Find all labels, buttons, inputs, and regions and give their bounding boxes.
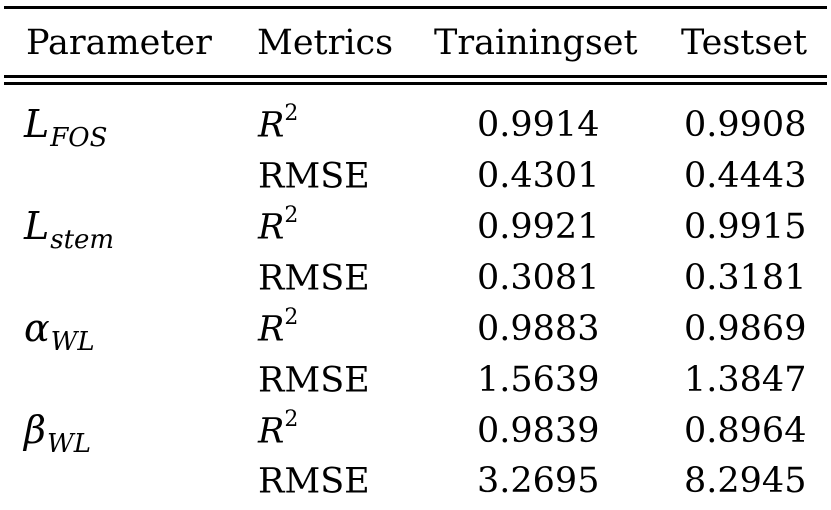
table-row: LFOS R2 0.9914 0.9908 (0, 103, 831, 154)
trainingset-value: 1.5639 (477, 360, 600, 400)
trainingset-value: 0.9883 (477, 309, 600, 349)
metric-symbol: R (258, 411, 285, 452)
trainingset-value: 0.3081 (477, 258, 600, 298)
parameter-cell (24, 156, 25, 194)
parameter-subscript: WL (46, 429, 91, 459)
parameter-cell (24, 258, 25, 296)
metric-symbol: R (258, 105, 285, 146)
table-row: RMSE 1.5639 1.3847 (0, 358, 831, 409)
parameter-symbol: β (24, 408, 46, 452)
parameter-subscript: WL (50, 327, 95, 357)
parameter-symbol: L (24, 102, 50, 146)
trainingset-value: 0.9839 (477, 411, 600, 451)
testset-value: 1.3847 (684, 360, 807, 400)
parameter-symbol: L (24, 204, 50, 248)
table-row: βWL R2 0.9839 0.8964 (0, 409, 831, 460)
metric-symbol: RMSE (258, 360, 370, 401)
metric-symbol: RMSE (258, 461, 370, 502)
parameter-cell: LFOS (24, 102, 107, 151)
parameter-cell: Lstem (24, 204, 114, 253)
parameter-cell (24, 360, 25, 398)
parameter-symbol: α (24, 306, 50, 350)
header-rule-upper (4, 75, 827, 78)
parameter-subscript: stem (50, 225, 115, 255)
header-rule-lower (4, 82, 827, 85)
trainingset-value: 0.4301 (477, 156, 600, 196)
header-metrics: Metrics (257, 23, 394, 63)
testset-value: 8.2945 (684, 461, 807, 501)
metric-cell: RMSE (258, 260, 370, 297)
metric-cell: R2 (258, 307, 298, 350)
metric-cell: R2 (258, 205, 298, 248)
table-row: Lstem R2 0.9921 0.9915 (0, 205, 831, 256)
metric-cell: R2 (258, 103, 298, 146)
parameter-cell: αWL (24, 306, 95, 355)
trainingset-value: 0.9914 (477, 105, 600, 145)
metric-cell: RMSE (258, 362, 370, 399)
testset-value: 0.3181 (684, 258, 807, 298)
metric-superscript: 2 (284, 203, 299, 228)
metric-superscript: 2 (284, 305, 299, 330)
table-row: RMSE 0.3081 0.3181 (0, 256, 831, 307)
parameter-subscript: FOS (50, 123, 108, 153)
header-testset: Testset (681, 23, 808, 63)
testset-value: 0.9915 (684, 207, 807, 247)
trainingset-value: 3.2695 (477, 461, 600, 501)
table-row: RMSE 3.2695 8.2945 (0, 459, 831, 510)
top-rule (4, 6, 827, 9)
metric-superscript: 2 (284, 101, 299, 126)
header-trainingset: Trainingset (434, 23, 638, 63)
testset-value: 0.8964 (684, 411, 807, 451)
header-parameter: Parameter (26, 23, 212, 63)
metric-symbol: RMSE (258, 156, 370, 197)
testset-value: 0.4443 (684, 156, 807, 196)
metric-symbol: RMSE (258, 258, 370, 299)
metric-symbol: R (258, 207, 285, 248)
testset-value: 0.9908 (684, 105, 807, 145)
metric-superscript: 2 (284, 407, 299, 432)
metric-cell: RMSE (258, 463, 370, 500)
parameter-cell (24, 461, 25, 499)
metric-symbol: R (258, 309, 285, 350)
table-row: αWL R2 0.9883 0.9869 (0, 307, 831, 358)
table-row: RMSE 0.4301 0.4443 (0, 154, 831, 205)
testset-value: 0.9869 (684, 309, 807, 349)
trainingset-value: 0.9921 (477, 207, 600, 247)
metric-cell: RMSE (258, 158, 370, 195)
parameter-cell: βWL (24, 408, 91, 457)
metric-cell: R2 (258, 409, 298, 452)
